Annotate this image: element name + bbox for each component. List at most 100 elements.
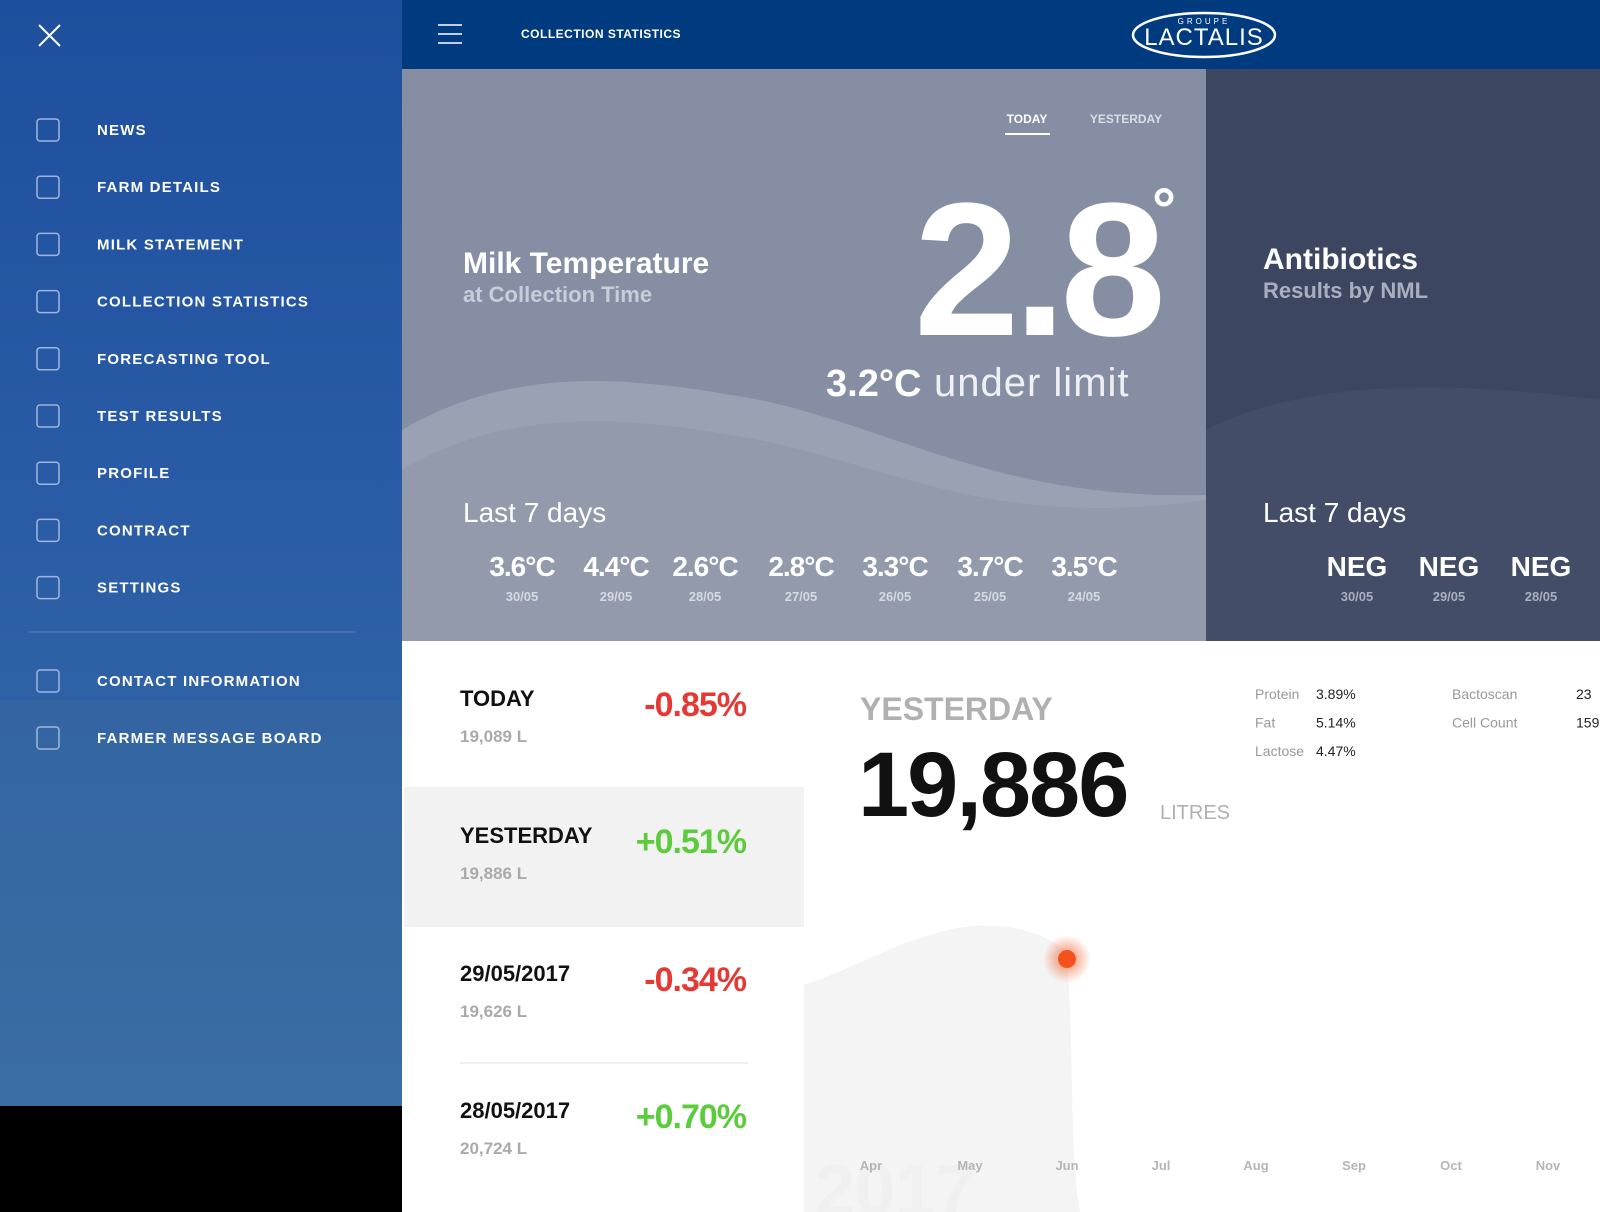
- month-label: Jul: [1152, 1158, 1171, 1173]
- row-change: -0.34%: [644, 961, 746, 999]
- history-value: 3.5°C: [1051, 551, 1117, 582]
- history-value: NEG: [1511, 551, 1572, 582]
- month-label: May: [957, 1158, 983, 1173]
- history-title: Last 7 days: [1263, 497, 1406, 528]
- menu-item[interactable]: FORECASTING TOOL: [97, 351, 271, 368]
- menu-item[interactable]: CONTRACT: [97, 522, 191, 539]
- stat-name: Cell Count: [1452, 715, 1517, 731]
- menu-icon: [36, 518, 60, 543]
- degree: °: [1152, 176, 1176, 243]
- panel-title: Antibiotics: [1263, 243, 1418, 276]
- logo-top: GROUPE: [1178, 17, 1231, 26]
- point[interactable]: [1058, 950, 1076, 968]
- panel-subtitle: at Collection Time: [463, 282, 652, 307]
- row-litres: 20,724 L: [460, 1139, 527, 1158]
- header-title: COLLECTION STATISTICS: [521, 27, 681, 41]
- month-label: Nov: [1536, 1158, 1561, 1173]
- menu-icon: [36, 461, 60, 485]
- icon-shape: [36, 575, 60, 600]
- year: 2017: [815, 1151, 975, 1212]
- icon-shape: [36, 118, 60, 142]
- antibiotics-history: NEG 30/05 NEG 29/05 NEG 28/05: [1327, 551, 1572, 604]
- history-value: 2.6°C: [672, 551, 738, 582]
- menu-item[interactable]: PROFILE: [97, 465, 170, 482]
- chart-area: [804, 925, 1080, 1212]
- temperature-history: 3.6°C 30/05 4.4°C 29/05 2.6°C 28/05 2.8°C 27/05…: [489, 551, 1118, 604]
- selected-row: [404, 787, 804, 927]
- menu-icon: [36, 118, 60, 142]
- history-date: 29/05: [1433, 589, 1466, 604]
- menu-icon: [36, 726, 60, 750]
- menu-item[interactable]: MILK STATEMENT: [97, 236, 244, 253]
- history-value: NEG: [1419, 551, 1480, 582]
- row-litres: 19,089 L: [460, 727, 527, 746]
- months: Apr May Jun Jul Aug Sep Oct Nov: [860, 1158, 1561, 1173]
- detail-value: 19,886: [858, 734, 1127, 836]
- menu-item[interactable]: COLLECTION STATISTICS: [97, 294, 309, 311]
- icon-shape: [36, 726, 60, 750]
- panel-subtitle: Results by NML: [1263, 278, 1428, 303]
- logo-ring: [1131, 11, 1277, 59]
- icon-shape: [36, 404, 60, 428]
- icon-shape: [36, 461, 60, 485]
- icon-shape: [36, 669, 60, 693]
- detail-unit: LITRES: [1160, 802, 1230, 824]
- history-date: 28/05: [689, 589, 722, 604]
- stat-value: 159: [1576, 715, 1600, 731]
- sidebar-photo: [0, 700, 402, 1106]
- stat-name: Lactose: [1255, 743, 1304, 759]
- temperature-value: 2.8: [914, 164, 1160, 376]
- history-value: 3.6°C: [489, 551, 555, 582]
- stat-name: Fat: [1255, 715, 1275, 731]
- menu-icon: [36, 404, 60, 428]
- menu-icon: [36, 347, 60, 371]
- history-date: 27/05: [785, 589, 818, 604]
- history-date: 28/05: [1525, 589, 1558, 604]
- header: [402, 0, 1600, 69]
- history-date: 30/05: [506, 589, 539, 604]
- history-value: 2.8°C: [768, 551, 834, 582]
- icon-shape: [36, 175, 60, 199]
- menu-item[interactable]: FARMER MESSAGE BOARD: [97, 730, 323, 747]
- sidebar: [0, 0, 402, 1106]
- tab[interactable]: TODAY: [1007, 112, 1048, 126]
- history-value: NEG: [1327, 551, 1388, 582]
- month-label: Apr: [860, 1158, 882, 1173]
- menu-icon: [36, 232, 60, 257]
- row-change: -0.85%: [644, 686, 746, 724]
- icon-shape: [36, 518, 60, 543]
- row-litres: 19,626 L: [460, 1002, 527, 1021]
- row-label[interactable]: TODAY: [460, 686, 535, 711]
- collections: TODAY -0.85% 19,089 L YESTERDAY +0.51% 19,886…: [460, 686, 748, 1158]
- menu-item[interactable]: FARM DETAILS: [97, 179, 221, 196]
- detail-label: YESTERDAY: [860, 691, 1053, 727]
- history-date: 29/05: [600, 589, 633, 604]
- history-date: 24/05: [1068, 589, 1101, 604]
- row-change: +0.70%: [636, 1098, 747, 1136]
- history-value: 3.7°C: [957, 551, 1023, 582]
- menu-item[interactable]: CONTACT INFORMATION: [97, 673, 301, 690]
- row-label[interactable]: 29/05/2017: [460, 961, 570, 986]
- menu-item[interactable]: SETTINGS: [97, 580, 182, 597]
- month-label: Jun: [1055, 1158, 1078, 1173]
- row-label[interactable]: 28/05/2017: [460, 1098, 570, 1123]
- tab[interactable]: YESTERDAY: [1090, 112, 1162, 126]
- stat-value: 3.89%: [1316, 686, 1356, 702]
- icon-shape: [36, 232, 60, 257]
- icon-shape: [36, 347, 60, 371]
- close-button[interactable]: [38, 24, 61, 47]
- stat-value: 4.47%: [1316, 743, 1356, 759]
- stat-value: 5.14%: [1316, 715, 1356, 731]
- limit-text: under limit: [934, 361, 1130, 405]
- menu-item[interactable]: NEWS: [97, 122, 147, 139]
- wave: [402, 421, 1206, 641]
- stat-name: Protein: [1255, 686, 1299, 702]
- menu-icon: [36, 669, 60, 693]
- stat-value: 23: [1576, 686, 1592, 702]
- menu-item[interactable]: TEST RESULTS: [97, 408, 223, 425]
- row-label[interactable]: YESTERDAY: [460, 823, 593, 848]
- hamburger[interactable]: [438, 24, 462, 44]
